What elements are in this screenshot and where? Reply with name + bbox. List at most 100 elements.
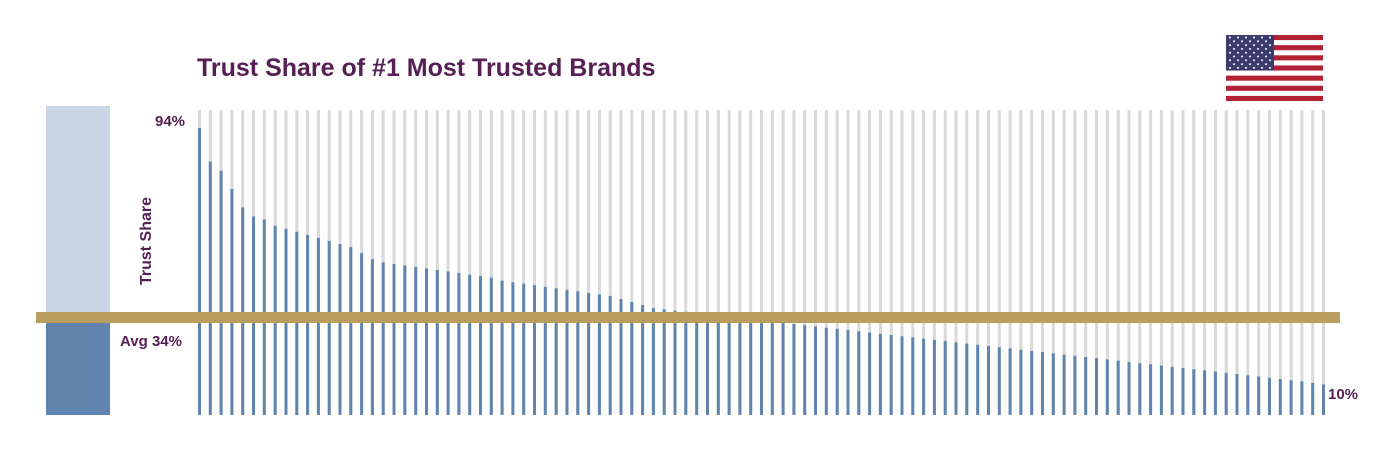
data-bar	[360, 253, 364, 415]
background-bar	[932, 110, 936, 415]
background-bar	[1170, 110, 1174, 415]
background-bar	[479, 110, 482, 415]
side-box-top	[46, 106, 110, 312]
background-bar	[662, 110, 666, 415]
background-bar	[1073, 110, 1077, 415]
background-bar	[414, 110, 418, 415]
data-bar	[597, 294, 601, 415]
data-bar	[900, 336, 904, 415]
background-bar	[760, 110, 763, 415]
background-bar	[695, 110, 699, 415]
data-bar	[489, 277, 493, 415]
data-bar	[479, 276, 482, 415]
data-bar	[835, 328, 839, 415]
data-bar	[425, 268, 428, 415]
background-bar	[1246, 110, 1250, 415]
background-bar	[1105, 110, 1109, 415]
background-bar	[597, 110, 601, 415]
data-bar	[1311, 382, 1315, 415]
data-bar	[1041, 352, 1044, 415]
data-bar	[1289, 380, 1293, 415]
data-bar	[565, 289, 569, 415]
data-bar	[1084, 357, 1088, 415]
background-bar	[673, 110, 677, 415]
background-bar	[641, 110, 645, 415]
background-bar	[684, 110, 688, 415]
data-bar	[706, 314, 709, 415]
background-bar	[835, 110, 839, 415]
data-bar	[1105, 359, 1109, 415]
background-bar	[911, 110, 915, 415]
data-bar	[511, 282, 515, 415]
data-bar	[457, 273, 461, 415]
background-bar	[435, 110, 439, 415]
data-bar	[1268, 377, 1271, 415]
data-bar	[1203, 370, 1207, 415]
background-bar	[1322, 110, 1325, 415]
data-bar	[641, 305, 645, 415]
background-bar	[1257, 110, 1261, 415]
background-bar	[554, 110, 558, 415]
data-bar	[770, 321, 774, 415]
y-axis-label: Trust Share	[138, 196, 155, 286]
background-bar	[392, 110, 396, 415]
data-bar	[976, 344, 980, 415]
background-bar	[1030, 110, 1034, 415]
data-bar	[392, 263, 396, 415]
background-bar	[1008, 110, 1012, 415]
background-bar	[619, 110, 623, 415]
data-bar	[1224, 372, 1228, 415]
data-bar	[760, 320, 763, 415]
background-bar	[814, 110, 817, 415]
background-bar	[511, 110, 515, 415]
data-bar	[349, 247, 353, 415]
data-bar	[1149, 364, 1153, 415]
data-bar	[1127, 361, 1131, 415]
data-bar	[889, 335, 893, 415]
data-bar	[241, 207, 245, 415]
data-bar	[824, 327, 828, 415]
data-bar	[846, 330, 850, 415]
background-bar	[1192, 110, 1196, 415]
data-bar	[1322, 384, 1325, 415]
background-bar	[738, 110, 742, 415]
data-bar	[554, 288, 558, 415]
data-bar	[727, 316, 731, 415]
data-bar	[997, 347, 1001, 415]
data-bar	[522, 283, 526, 415]
data-bar	[370, 259, 374, 415]
background-bar	[608, 110, 612, 415]
data-bar	[781, 322, 785, 415]
background-bar	[500, 110, 504, 415]
data-bar	[1051, 353, 1055, 415]
data-bar	[338, 244, 342, 415]
data-bar	[576, 291, 580, 415]
background-bar	[803, 110, 807, 415]
data-bar	[1138, 363, 1142, 415]
data-bar	[1095, 358, 1098, 415]
data-bar	[1062, 354, 1066, 415]
background-bar	[457, 110, 461, 415]
data-bar	[943, 341, 947, 415]
background-bar	[576, 110, 580, 415]
data-bar	[208, 161, 212, 415]
background-bar	[1278, 110, 1282, 415]
background-bar	[749, 110, 753, 415]
background-bar	[1224, 110, 1228, 415]
background-bar	[1116, 110, 1120, 415]
max-value-label: 94%	[155, 113, 186, 130]
background-bar	[522, 110, 526, 415]
background-bar	[1159, 110, 1163, 415]
background-bar	[446, 110, 450, 415]
background-bar	[1289, 110, 1293, 415]
data-bar	[608, 295, 612, 415]
data-bar	[932, 339, 936, 415]
data-bar	[987, 346, 990, 415]
background-bar	[900, 110, 904, 415]
data-bar	[533, 285, 536, 415]
background-bar	[943, 110, 947, 415]
data-bar	[619, 299, 623, 415]
data-bar	[543, 286, 547, 415]
